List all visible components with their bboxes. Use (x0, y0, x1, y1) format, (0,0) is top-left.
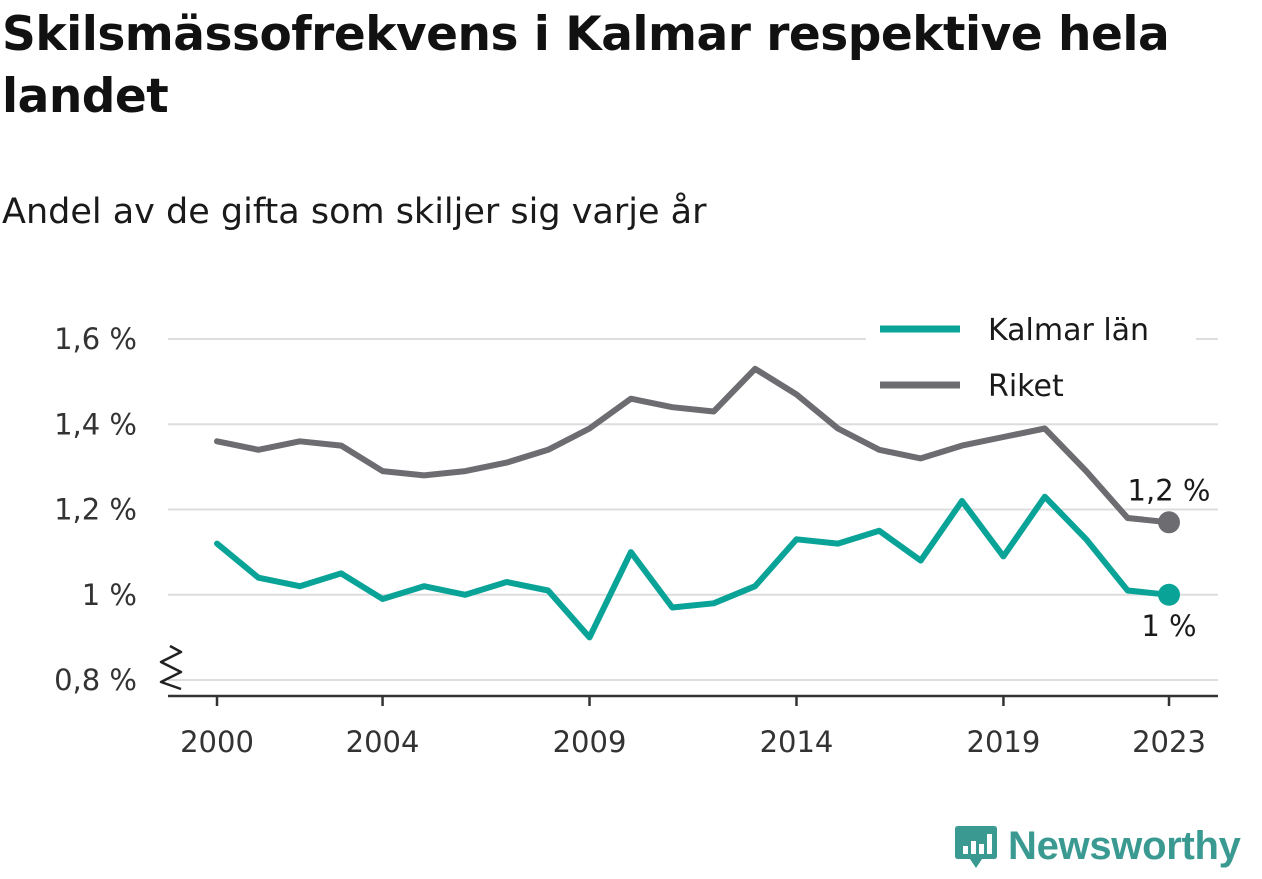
legend: Kalmar län Riket (866, 302, 1196, 420)
y-tick-label: 1 % (82, 578, 137, 612)
end-value-label: 1 % (1141, 609, 1196, 643)
newsworthy-logo-icon (955, 826, 997, 868)
newsworthy-logo: Newsworthy (952, 816, 1241, 876)
y-tick-label: 1,6 % (54, 322, 137, 356)
y-tick-label: 0,8 % (54, 663, 137, 697)
series-line-riket (214, 365, 1172, 526)
x-axis: 2000 2004 2009 2014 2019 2023 (168, 694, 1218, 759)
x-tick-label: 2004 (346, 725, 420, 759)
chart-subtitle: Andel av de gifta som skiljer sig varje … (2, 192, 707, 232)
end-labels: 1,2 % 1 % (1128, 473, 1211, 642)
series-line-kalmar (214, 493, 1172, 641)
y-tick-label: 1,2 % (54, 493, 137, 527)
end-value-label: 1,2 % (1128, 473, 1211, 507)
y-axis-ticks: 0,8 % 1 % 1,2 % 1,4 % 1,6 % (54, 322, 183, 697)
legend-label: Kalmar län (988, 313, 1149, 348)
x-tick-label: 2014 (760, 725, 834, 759)
axis-break-icon (159, 644, 183, 691)
chart-title: Skilsmässofrekvens i Kalmar respektive h… (2, 7, 1170, 124)
x-tick-label: 2023 (1132, 725, 1206, 759)
brand-name: Newsworthy (1008, 823, 1241, 868)
y-tick-label: 1,4 % (54, 407, 137, 441)
series-lines (214, 365, 1180, 641)
legend-background (866, 302, 1196, 420)
x-tick-label: 2019 (967, 725, 1041, 759)
x-tick-label: 2000 (180, 725, 254, 759)
x-tick-label: 2009 (553, 725, 627, 759)
end-point-kalmar (1158, 583, 1180, 606)
end-point-riket (1158, 511, 1180, 534)
legend-label: Riket (988, 369, 1064, 404)
